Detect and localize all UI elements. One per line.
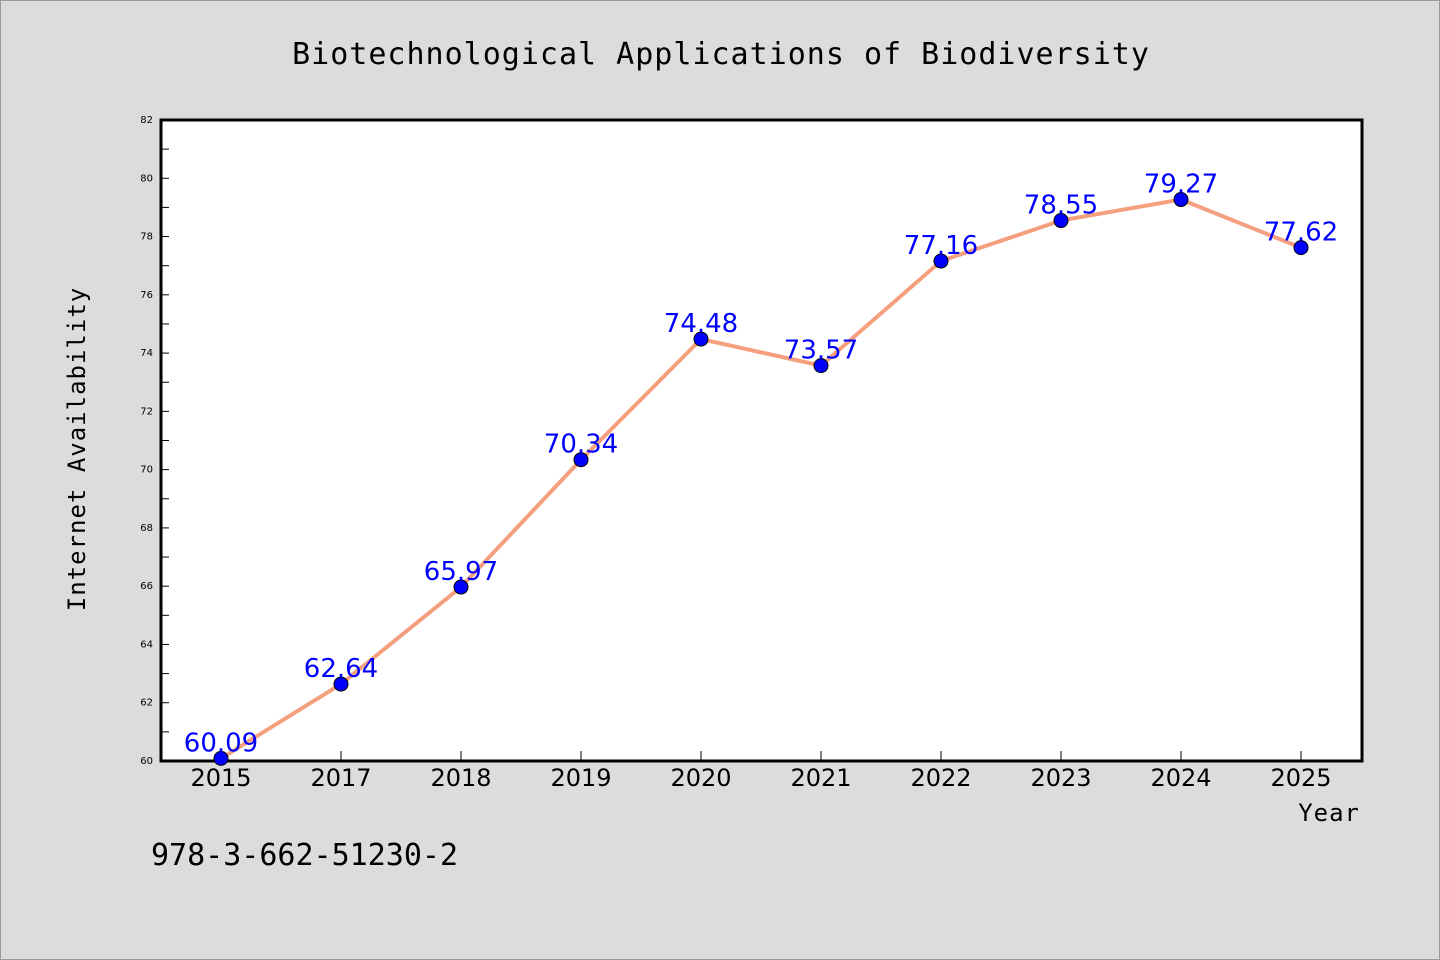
y-tick-label: 74 bbox=[140, 348, 153, 359]
data-label: 78.55 bbox=[1024, 191, 1098, 221]
data-label: 79.27 bbox=[1144, 170, 1218, 200]
y-tick-label: 72 bbox=[140, 406, 153, 417]
chart-title: Biotechnological Applications of Biodive… bbox=[292, 37, 1150, 72]
series-markers bbox=[213, 192, 1309, 766]
data-label: 62.64 bbox=[304, 654, 378, 684]
x-tick-label: 2017 bbox=[310, 764, 371, 792]
x-tick-label: 2021 bbox=[790, 764, 851, 792]
y-tick-label: 62 bbox=[140, 698, 153, 709]
x-tick-label: 2019 bbox=[550, 764, 611, 792]
y-tick-label: 70 bbox=[140, 465, 153, 476]
y-axis-label: Internet Availability bbox=[63, 287, 91, 611]
data-label: 60.09 bbox=[184, 728, 258, 758]
y-tick-label: 80 bbox=[140, 173, 153, 184]
x-tick-label: 2023 bbox=[1030, 764, 1091, 792]
y-tick-label: 66 bbox=[140, 581, 153, 592]
data-label: 77.62 bbox=[1264, 218, 1338, 248]
data-point bbox=[933, 253, 949, 269]
isbn-footer: 978-3-662-51230-2 bbox=[151, 838, 458, 873]
y-tick-label: 76 bbox=[140, 290, 153, 301]
x-axis: 2015 2017 2018 2019 2020 2021 2022 2023 2024 2025 bbox=[190, 751, 1332, 792]
y-tick-label: 68 bbox=[140, 523, 153, 534]
x-tick-label: 2018 bbox=[430, 764, 491, 792]
data-labels: 60.09 62.64 65.97 70.34 74.48 73.57 77.16 78.55… bbox=[184, 170, 1338, 759]
series-line bbox=[219, 197, 1303, 761]
data-point bbox=[573, 452, 589, 468]
y-tick-label: 82 bbox=[140, 115, 153, 126]
data-label: 65.97 bbox=[424, 557, 498, 587]
x-tick-label: 2025 bbox=[1270, 764, 1331, 792]
x-tick-label: 2020 bbox=[670, 764, 731, 792]
data-point bbox=[813, 358, 829, 374]
data-label: 73.57 bbox=[784, 336, 858, 366]
data-point bbox=[1293, 240, 1309, 256]
x-tick-label: 2024 bbox=[1150, 764, 1211, 792]
data-point bbox=[333, 676, 349, 692]
data-label: 74.48 bbox=[664, 309, 738, 339]
data-point bbox=[213, 750, 229, 766]
y-axis: 60 62 64 66 68 70 72 74 76 78 80 82 bbox=[140, 115, 169, 767]
plot-area bbox=[159, 118, 1364, 763]
data-point bbox=[453, 579, 469, 595]
y-tick-label: 78 bbox=[140, 232, 153, 243]
y-tick-label: 60 bbox=[140, 756, 153, 767]
data-point bbox=[1173, 192, 1189, 208]
x-axis-label: Year bbox=[1298, 799, 1360, 827]
x-tick-label: 2022 bbox=[910, 764, 971, 792]
y-tick-label: 64 bbox=[140, 639, 153, 650]
data-point bbox=[693, 331, 709, 347]
data-label: 77.16 bbox=[904, 231, 978, 261]
data-point bbox=[1053, 213, 1069, 229]
x-tick-label: 2015 bbox=[190, 764, 251, 792]
data-label: 70.34 bbox=[544, 430, 618, 460]
